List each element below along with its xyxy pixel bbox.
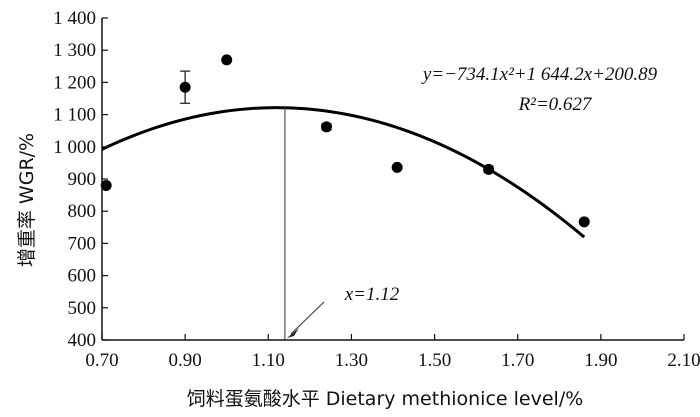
optimum-arrow-shaft xyxy=(290,301,325,335)
fit-equation: y=−734.1x²+1 644.2x+200.89 xyxy=(421,64,658,85)
data-point xyxy=(391,161,403,173)
r-squared-label: R²=0.627 xyxy=(518,94,593,115)
fit-curve xyxy=(101,106,586,239)
x-tick-label: 1.70 xyxy=(501,350,534,371)
x-axis-title: 饲料蛋氨酸水平 Dietary methionice level/% xyxy=(187,388,584,410)
data-points-layer xyxy=(100,54,590,228)
fit-curve-layer xyxy=(101,106,586,239)
y-tick-label: 1 400 xyxy=(53,8,96,29)
data-point xyxy=(179,81,191,93)
x-tick-label: 1.90 xyxy=(584,350,617,371)
data-point xyxy=(320,121,332,133)
y-tick-label: 1 000 xyxy=(53,137,96,158)
x-tick-label: 0.70 xyxy=(85,350,118,371)
y-tick-label: 1 200 xyxy=(53,72,96,93)
optimum-layer xyxy=(284,107,325,340)
y-tick-label: 1 300 xyxy=(53,40,96,61)
y-tick-label: 400 xyxy=(68,330,97,351)
data-point xyxy=(578,216,590,228)
optimum-arrow-head xyxy=(286,328,299,338)
x-tick-label: 1.50 xyxy=(418,350,451,371)
y-tick-label: 900 xyxy=(68,169,97,190)
y-tick-label: 800 xyxy=(68,201,97,222)
data-point xyxy=(100,179,112,191)
y-tick-label: 600 xyxy=(68,266,97,287)
x-tick-label: 2.10 xyxy=(667,350,700,371)
data-point xyxy=(483,163,495,175)
y-axis-title: 增重率 WGR/% xyxy=(16,133,38,267)
y-tick-label: 500 xyxy=(68,298,97,319)
x-tick-label: 1.30 xyxy=(335,350,368,371)
y-tick-label: 1 100 xyxy=(53,105,96,126)
optimum-label: x=1.12 xyxy=(344,284,400,305)
y-tick-label: 700 xyxy=(68,233,97,254)
x-tick-label: 1.10 xyxy=(252,350,285,371)
axes-layer: 400 500 600 700 800 900 1 000 1 100 1 200 1 300 1 … xyxy=(53,8,700,371)
x-tick-label: 0.90 xyxy=(169,350,202,371)
data-point xyxy=(221,54,233,66)
